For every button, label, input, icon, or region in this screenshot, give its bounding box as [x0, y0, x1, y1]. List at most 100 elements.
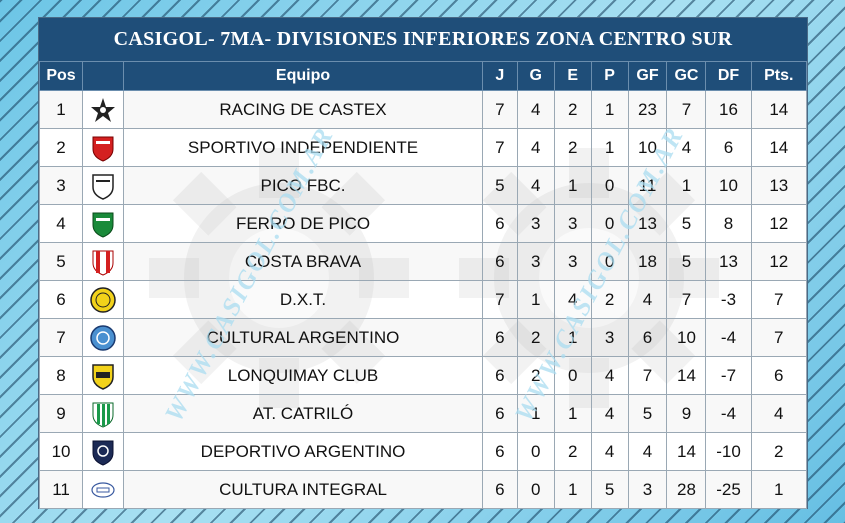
team-name: RACING DE CASTEX: [123, 90, 483, 129]
played-cell: 5: [481, 166, 518, 205]
points-cell: 7: [750, 318, 808, 357]
goal-diff-cell: 6: [705, 128, 752, 167]
crest-cell: [82, 356, 125, 395]
table-row: 3 PICO FBC. 5 4 1 0 11 1 10 13: [38, 166, 808, 205]
points-cell: 7: [750, 280, 808, 319]
points-cell: 14: [750, 90, 808, 129]
goals-against-cell: 5: [666, 204, 707, 243]
crest-cell: [82, 204, 125, 243]
team-name: FERRO DE PICO: [123, 204, 483, 243]
pos-cell: 6: [38, 280, 84, 319]
goals-for-cell: 3: [627, 470, 668, 509]
header-row: Pos Equipo J G E P GF GC DF Pts.: [38, 61, 808, 91]
drawn-cell: 0: [553, 356, 592, 395]
col-goal-diff: DF: [705, 61, 752, 91]
won-cell: 1: [516, 280, 555, 319]
goals-against-cell: 1: [666, 166, 707, 205]
col-points: Pts.: [750, 61, 808, 91]
red-shield-crest-icon: [92, 136, 114, 162]
goal-diff-cell: 16: [705, 90, 752, 129]
crest-cell: [82, 242, 125, 281]
navy-shield-crest-icon: [92, 440, 114, 466]
team-name: LONQUIMAY CLUB: [123, 356, 483, 395]
goals-against-cell: 9: [666, 394, 707, 433]
goal-diff-cell: -4: [705, 318, 752, 357]
won-cell: 1: [516, 394, 555, 433]
team-name: CULTURA INTEGRAL: [123, 470, 483, 509]
drawn-cell: 2: [553, 128, 592, 167]
white-shield-crest-icon: [92, 173, 114, 200]
lost-cell: 3: [590, 318, 629, 357]
played-cell: 7: [481, 280, 518, 319]
won-cell: 3: [516, 204, 555, 243]
goal-diff-cell: 8: [705, 204, 752, 243]
col-goals-for: GF: [627, 61, 668, 91]
goal-diff-cell: -7: [705, 356, 752, 395]
star-crest-icon: [91, 97, 116, 122]
crest-cell: [82, 318, 125, 357]
points-cell: 4: [750, 394, 808, 433]
pos-cell: 3: [38, 166, 84, 205]
goal-diff-cell: -25: [705, 470, 752, 509]
col-crest: [82, 61, 125, 91]
col-drawn: E: [553, 61, 592, 91]
col-goals-against: GC: [666, 61, 707, 91]
pos-cell: 5: [38, 242, 84, 281]
col-team: Equipo: [123, 61, 483, 91]
goal-diff-cell: -10: [705, 432, 752, 471]
yellow-circle-crest-icon: [90, 286, 116, 313]
lost-cell: 1: [590, 90, 629, 129]
drawn-cell: 3: [553, 242, 592, 281]
table-row: 5 COSTA BRAVA 6 3 3 0 18 5 13 12: [38, 242, 808, 281]
played-cell: 6: [481, 470, 518, 509]
blue-circle-crest-icon: [90, 324, 116, 351]
drawn-cell: 2: [553, 432, 592, 471]
crest-cell: [82, 280, 125, 319]
crest-cell: [82, 470, 125, 509]
standings-table: Pos Equipo J G E P GF GC DF Pts. 1 RACING…: [38, 61, 808, 509]
table-row: 2 SPORTIVO INDEPENDIENTE 7 4 2 1 10 4 6 14: [38, 128, 808, 167]
goals-for-cell: 4: [627, 432, 668, 471]
goals-for-cell: 23: [627, 90, 668, 129]
red-stripes-crest-icon: [92, 250, 114, 276]
lost-cell: 4: [590, 432, 629, 471]
small-white-crest-icon: [91, 481, 115, 498]
points-cell: 2: [750, 432, 808, 471]
pos-cell: 1: [38, 90, 84, 129]
table-row: 4 FERRO DE PICO 6 3 3 0 13 5 8 12: [38, 204, 808, 243]
table-row: 6 D.X.T. 7 1 4 2 4 7 -3 7: [38, 280, 808, 319]
goals-against-cell: 14: [666, 432, 707, 471]
pos-cell: 4: [38, 204, 84, 243]
table-row: 7 CULTURAL ARGENTINO 6 2 1 3 6 10 -4 7: [38, 318, 808, 357]
points-cell: 14: [750, 128, 808, 167]
standings-panel: CASIGOL- 7MA- DIVISIONES INFERIORES ZONA…: [38, 17, 808, 509]
team-name: CULTURAL ARGENTINO: [123, 318, 483, 357]
goals-for-cell: 11: [627, 166, 668, 205]
goal-diff-cell: 13: [705, 242, 752, 281]
lost-cell: 1: [590, 128, 629, 167]
played-cell: 7: [481, 90, 518, 129]
goals-against-cell: 28: [666, 470, 707, 509]
played-cell: 6: [481, 318, 518, 357]
drawn-cell: 2: [553, 90, 592, 129]
goals-against-cell: 7: [666, 90, 707, 129]
yellow-shield-crest-icon: [92, 363, 114, 390]
won-cell: 4: [516, 128, 555, 167]
green-stripes-crest-icon: [92, 402, 114, 428]
lost-cell: 0: [590, 204, 629, 243]
team-name: COSTA BRAVA: [123, 242, 483, 281]
team-name: PICO FBC.: [123, 166, 483, 205]
goals-for-cell: 7: [627, 356, 668, 395]
pos-cell: 7: [38, 318, 84, 357]
won-cell: 3: [516, 242, 555, 281]
goals-against-cell: 5: [666, 242, 707, 281]
drawn-cell: 4: [553, 280, 592, 319]
played-cell: 6: [481, 204, 518, 243]
played-cell: 6: [481, 394, 518, 433]
drawn-cell: 1: [553, 470, 592, 509]
goal-diff-cell: -3: [705, 280, 752, 319]
goals-for-cell: 18: [627, 242, 668, 281]
pos-cell: 10: [38, 432, 84, 471]
team-name: D.X.T.: [123, 280, 483, 319]
lost-cell: 0: [590, 166, 629, 205]
